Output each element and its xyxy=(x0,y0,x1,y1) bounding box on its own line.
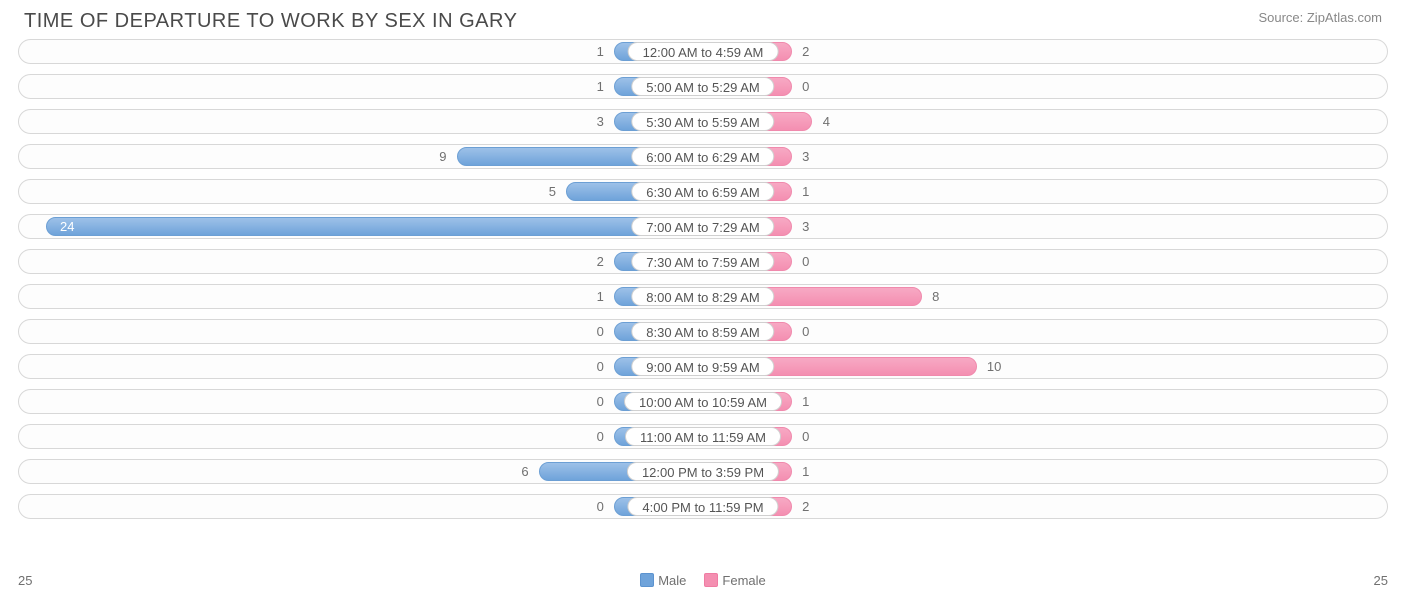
female-value: 0 xyxy=(802,425,809,448)
chart-row: 5 1 6:30 AM to 6:59 AM xyxy=(18,179,1388,204)
legend-male-label: Male xyxy=(658,573,686,588)
chart-row: 0 2 4:00 PM to 11:59 PM xyxy=(18,494,1388,519)
female-value: 0 xyxy=(802,320,809,343)
chart-row: 9 3 6:00 AM to 6:29 AM xyxy=(18,144,1388,169)
axis-max-right: 25 xyxy=(1374,573,1388,588)
male-value: 0 xyxy=(597,320,604,343)
male-value: 5 xyxy=(549,180,556,203)
time-range-label: 6:00 AM to 6:29 AM xyxy=(631,147,774,166)
chart-row: 2 0 7:30 AM to 7:59 AM xyxy=(18,249,1388,274)
male-value: 0 xyxy=(597,495,604,518)
time-range-label: 10:00 AM to 10:59 AM xyxy=(624,392,782,411)
chart-row: 3 4 5:30 AM to 5:59 AM xyxy=(18,109,1388,134)
chart-row: 0 10 9:00 AM to 9:59 AM xyxy=(18,354,1388,379)
male-value: 1 xyxy=(597,40,604,63)
male-value: 0 xyxy=(597,355,604,378)
axis-max-left: 25 xyxy=(18,573,32,588)
female-value: 2 xyxy=(802,495,809,518)
female-swatch-icon xyxy=(704,573,718,587)
legend: Male Female xyxy=(640,573,766,588)
time-range-label: 11:00 AM to 11:59 AM xyxy=(625,427,781,446)
male-swatch-icon xyxy=(640,573,654,587)
female-value: 4 xyxy=(823,110,830,133)
female-value: 8 xyxy=(932,285,939,308)
male-value: 0 xyxy=(597,390,604,413)
legend-female-label: Female xyxy=(722,573,765,588)
time-range-label: 8:30 AM to 8:59 AM xyxy=(631,322,774,341)
female-value: 0 xyxy=(802,75,809,98)
legend-female: Female xyxy=(704,573,765,588)
time-range-label: 8:00 AM to 8:29 AM xyxy=(631,287,774,306)
male-value: 1 xyxy=(597,75,604,98)
time-range-label: 6:30 AM to 6:59 AM xyxy=(631,182,774,201)
chart-row: 0 0 8:30 AM to 8:59 AM xyxy=(18,319,1388,344)
male-bar xyxy=(46,217,703,236)
time-range-label: 9:00 AM to 9:59 AM xyxy=(631,357,774,376)
time-range-label: 12:00 PM to 3:59 PM xyxy=(627,462,779,481)
chart-row: 6 1 12:00 PM to 3:59 PM xyxy=(18,459,1388,484)
chart-row: 0 1 10:00 AM to 10:59 AM xyxy=(18,389,1388,414)
chart-row: 1 8 8:00 AM to 8:29 AM xyxy=(18,284,1388,309)
female-value: 2 xyxy=(802,40,809,63)
male-value: 1 xyxy=(597,285,604,308)
time-range-label: 7:00 AM to 7:29 AM xyxy=(631,217,774,236)
male-value: 0 xyxy=(597,425,604,448)
female-value: 1 xyxy=(802,460,809,483)
female-value: 0 xyxy=(802,250,809,273)
time-range-label: 4:00 PM to 11:59 PM xyxy=(627,497,778,516)
legend-male: Male xyxy=(640,573,686,588)
time-range-label: 5:00 AM to 5:29 AM xyxy=(631,77,774,96)
male-value: 9 xyxy=(439,145,446,168)
chart-row: 0 0 11:00 AM to 11:59 AM xyxy=(18,424,1388,449)
male-value: 24 xyxy=(60,215,74,238)
chart-title: TIME OF DEPARTURE TO WORK BY SEX IN GARY xyxy=(24,10,517,33)
male-value: 2 xyxy=(597,250,604,273)
female-value: 10 xyxy=(987,355,1001,378)
time-range-label: 12:00 AM to 4:59 AM xyxy=(628,42,779,61)
chart-row: 1 0 5:00 AM to 5:29 AM xyxy=(18,74,1388,99)
chart-row: 1 2 12:00 AM to 4:59 AM xyxy=(18,39,1388,64)
source-attribution: Source: ZipAtlas.com xyxy=(1258,10,1382,25)
female-value: 1 xyxy=(802,390,809,413)
female-value: 3 xyxy=(802,215,809,238)
time-range-label: 5:30 AM to 5:59 AM xyxy=(631,112,774,131)
male-value: 3 xyxy=(597,110,604,133)
chart-row: 24 3 7:00 AM to 7:29 AM xyxy=(18,214,1388,239)
female-value: 1 xyxy=(802,180,809,203)
male-value: 6 xyxy=(521,460,528,483)
female-value: 3 xyxy=(802,145,809,168)
time-range-label: 7:30 AM to 7:59 AM xyxy=(631,252,774,271)
diverging-bar-chart: 1212:00 AM to 4:59 AM105:00 AM to 5:29 A… xyxy=(0,39,1406,519)
